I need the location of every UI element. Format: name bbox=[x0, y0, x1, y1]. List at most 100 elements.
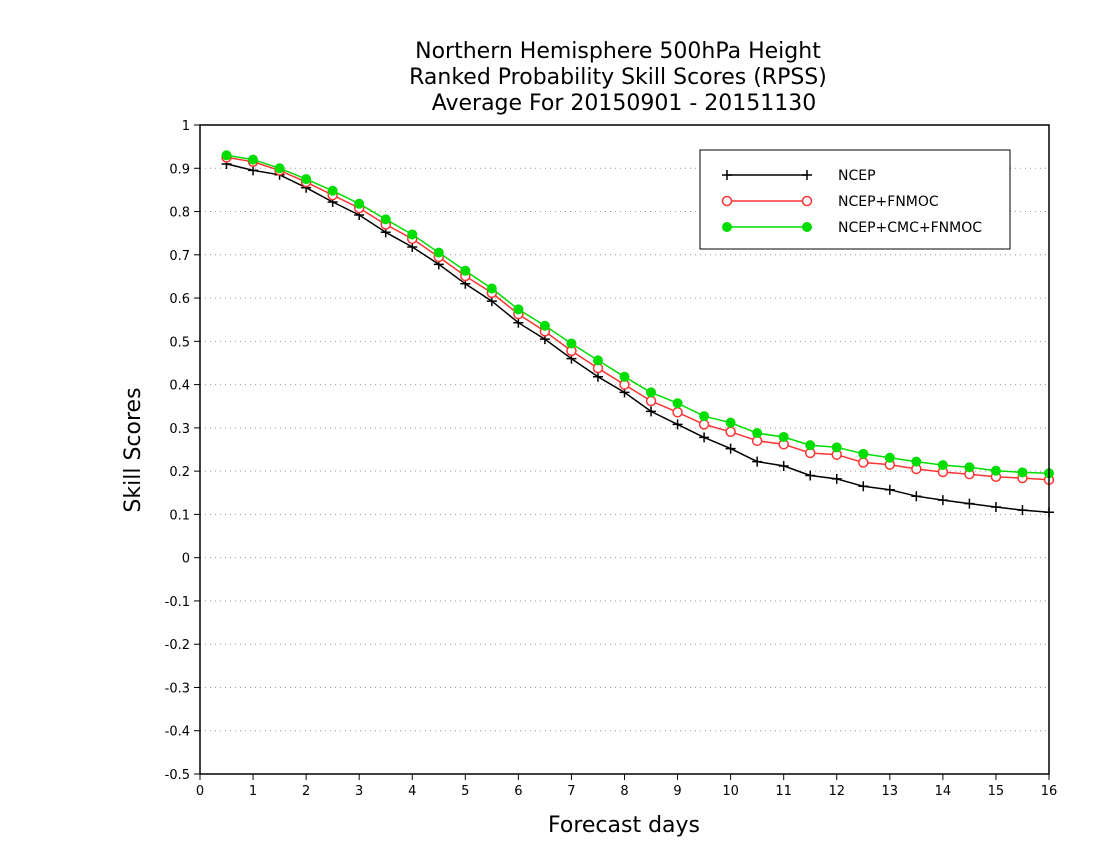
data-point-ncep bbox=[672, 419, 683, 430]
data-point-ncep bbox=[964, 498, 975, 509]
legend-marker-ncep bbox=[802, 170, 812, 180]
y-tick-label: -0.2 bbox=[165, 638, 190, 653]
gridlines bbox=[200, 167, 1049, 732]
legend-label-ncep-cmc-fnmoc: NCEP+CMC+FNMOC bbox=[838, 220, 982, 236]
x-tick-label: 6 bbox=[514, 784, 522, 799]
data-point-ncep bbox=[725, 443, 736, 454]
data-point-ncep-cmc-fnmoc bbox=[327, 185, 338, 196]
data-point-ncep bbox=[752, 456, 763, 467]
legend-label-ncep: NCEP bbox=[838, 168, 876, 184]
data-point-ncep-cmc-fnmoc bbox=[1017, 467, 1028, 478]
data-point-ncep bbox=[911, 491, 922, 502]
legend-label-ncep-fnmoc: NCEP+FNMOC bbox=[838, 194, 939, 210]
data-point-ncep bbox=[805, 470, 816, 481]
y-tick-label: 0.3 bbox=[169, 422, 190, 437]
y-axis-ticks: 1 0.9 0.8 0.7 0.6 0.5 0.4 0.3 0.2 0.1 0 -0.1 -0.2 -0.… bbox=[165, 119, 200, 783]
x-tick-label: 15 bbox=[988, 784, 1005, 799]
data-point-ncep-cmc-fnmoc bbox=[248, 154, 259, 165]
data-point-ncep-cmc-fnmoc bbox=[460, 265, 471, 276]
x-tick-label: 0 bbox=[196, 784, 204, 799]
series-lines bbox=[221, 150, 1055, 518]
data-point-ncep-fnmoc bbox=[858, 457, 869, 468]
data-point-ncep-fnmoc bbox=[672, 407, 683, 418]
x-tick-label: 5 bbox=[461, 784, 469, 799]
data-point-ncep-cmc-fnmoc bbox=[513, 304, 524, 315]
data-point-ncep bbox=[884, 484, 895, 495]
plot-frame bbox=[199, 124, 1050, 775]
chart-title-line-1: Northern Hemisphere 500hPa Height bbox=[415, 39, 821, 64]
x-axis-ticks: 0 1 2 3 4 5 6 7 8 9 10 11 12 13 14 15 16 bbox=[196, 774, 1057, 799]
x-tick-label: 9 bbox=[673, 784, 681, 799]
series-ncep bbox=[221, 158, 1054, 518]
data-point-ncep bbox=[699, 432, 710, 443]
y-tick-label: -0.5 bbox=[165, 768, 190, 783]
data-point-ncep-cmc-fnmoc bbox=[221, 150, 232, 161]
data-point-ncep-cmc-fnmoc bbox=[778, 431, 789, 442]
data-point-ncep-cmc-fnmoc bbox=[539, 320, 550, 331]
data-point-ncep-cmc-fnmoc bbox=[911, 456, 922, 467]
y-tick-label: 1 bbox=[182, 119, 190, 134]
y-tick-label: 0.9 bbox=[169, 162, 190, 177]
data-point-ncep-cmc-fnmoc bbox=[831, 442, 842, 453]
y-tick-label: 0.7 bbox=[169, 249, 190, 264]
data-point-ncep-cmc-fnmoc bbox=[858, 448, 869, 459]
data-point-ncep-cmc-fnmoc bbox=[301, 174, 312, 185]
data-point-ncep-cmc-fnmoc bbox=[566, 338, 577, 349]
data-point-ncep bbox=[1017, 505, 1028, 516]
y-tick-label: 0.5 bbox=[169, 335, 190, 350]
data-point-ncep bbox=[513, 317, 524, 328]
y-tick-label: -0.4 bbox=[165, 725, 190, 740]
y-tick-label: 0.8 bbox=[169, 206, 190, 221]
data-point-ncep-cmc-fnmoc bbox=[407, 229, 418, 240]
data-point-ncep-fnmoc bbox=[725, 426, 736, 438]
x-tick-label: 3 bbox=[355, 784, 363, 799]
data-point-ncep bbox=[646, 406, 657, 417]
x-tick-label: 8 bbox=[620, 784, 628, 799]
x-tick-label: 11 bbox=[775, 784, 792, 799]
chart-title: Northern Hemisphere 500hPa Height Ranked… bbox=[409, 39, 827, 116]
data-point-ncep bbox=[831, 473, 842, 484]
data-point-ncep bbox=[858, 481, 869, 492]
y-tick-label: 0 bbox=[182, 552, 190, 567]
data-point-ncep-cmc-fnmoc bbox=[884, 452, 895, 463]
data-point-ncep-cmc-fnmoc bbox=[592, 355, 603, 366]
data-point-ncep bbox=[778, 460, 789, 471]
y-tick-label: -0.1 bbox=[165, 595, 190, 610]
data-point-ncep-cmc-fnmoc bbox=[646, 387, 657, 398]
x-tick-label: 1 bbox=[249, 784, 257, 799]
data-point-ncep-cmc-fnmoc bbox=[699, 411, 710, 422]
data-point-ncep-cmc-fnmoc bbox=[725, 417, 736, 428]
data-point-ncep bbox=[937, 495, 948, 506]
x-axis-title: Forecast days bbox=[548, 813, 700, 838]
y-tick-label: 0.6 bbox=[169, 292, 190, 307]
x-tick-label: 7 bbox=[567, 784, 575, 799]
y-axis-title: Skill Scores bbox=[121, 387, 146, 512]
x-tick-label: 12 bbox=[828, 784, 845, 799]
data-point-ncep-cmc-fnmoc bbox=[937, 460, 948, 471]
data-point-ncep bbox=[592, 371, 603, 382]
legend-marker-ncep-cmc-fnmoc bbox=[802, 222, 812, 232]
data-point-ncep bbox=[990, 502, 1001, 513]
legend-marker-ncep bbox=[722, 170, 732, 180]
data-point-ncep-cmc-fnmoc bbox=[354, 198, 365, 209]
x-tick-label: 4 bbox=[408, 784, 416, 799]
data-point-ncep-cmc-fnmoc bbox=[964, 462, 975, 473]
y-tick-label: 0.1 bbox=[169, 508, 190, 523]
legend-marker-ncep-fnmoc bbox=[801, 195, 813, 207]
chart-title-line-3: Average For 20150901 - 20151130 bbox=[432, 91, 817, 116]
data-point-ncep-cmc-fnmoc bbox=[486, 283, 497, 294]
y-tick-label: 0.4 bbox=[169, 379, 190, 394]
data-point-ncep-cmc-fnmoc bbox=[619, 371, 630, 382]
data-point-ncep-cmc-fnmoc bbox=[274, 163, 285, 174]
chart-title-line-2: Ranked Probability Skill Scores (RPSS) bbox=[409, 65, 827, 90]
legend-box bbox=[699, 149, 1011, 250]
x-tick-label: 2 bbox=[302, 784, 310, 799]
data-point-ncep-cmc-fnmoc bbox=[990, 465, 1001, 476]
x-tick-label: 13 bbox=[882, 784, 899, 799]
x-tick-label: 14 bbox=[935, 784, 952, 799]
data-point-ncep-cmc-fnmoc bbox=[752, 428, 763, 439]
series-line-ncep bbox=[226, 163, 1050, 513]
legend-marker-ncep-cmc-fnmoc bbox=[722, 222, 732, 232]
